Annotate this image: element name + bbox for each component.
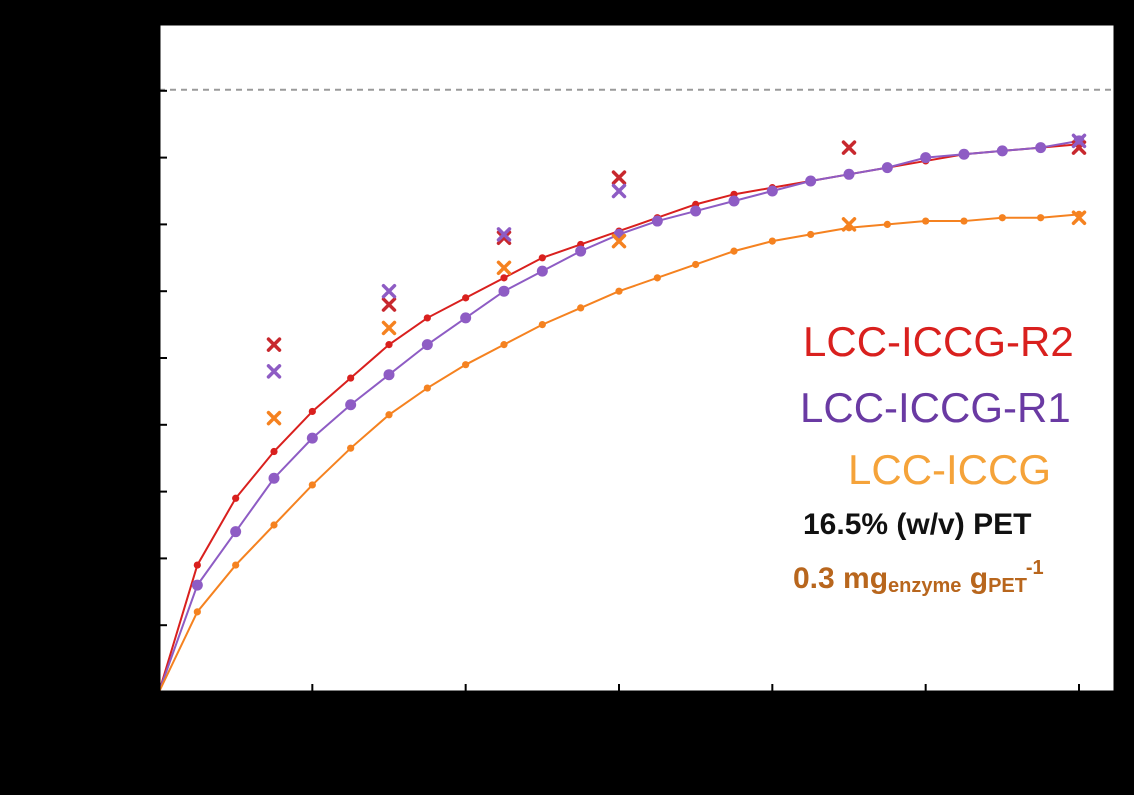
pet-loading-label: 16.5% (w/v) PET <box>803 508 1032 541</box>
data-point <box>690 205 702 217</box>
data-point <box>730 247 738 255</box>
x-tick-label: 12 <box>597 701 642 745</box>
data-point <box>960 217 968 225</box>
data-point <box>270 447 278 456</box>
data-point <box>575 245 587 257</box>
data-point <box>768 237 776 245</box>
data-point <box>692 260 700 269</box>
cross-point <box>1071 210 1087 225</box>
series-lcc-iccg-r1-large-dot-line <box>158 135 1085 693</box>
data-point <box>807 230 815 239</box>
data-point <box>268 472 280 484</box>
data-point <box>347 444 355 452</box>
data-point <box>193 561 201 569</box>
cross-point <box>496 260 512 276</box>
cross-point <box>496 227 512 242</box>
data-point <box>308 481 316 489</box>
cross-point <box>841 217 857 232</box>
data-point <box>462 294 470 302</box>
x-tick-label: 0 <box>148 701 170 745</box>
data-point <box>1037 214 1045 222</box>
data-point <box>230 526 242 538</box>
plot-area <box>159 24 1115 692</box>
data-point <box>232 561 240 569</box>
cross-point <box>611 183 627 199</box>
data-point <box>1035 142 1047 154</box>
data-point <box>191 579 203 591</box>
legend-lcc-iccg-r2: LCC-ICCG-R2 <box>803 318 1074 365</box>
cross-point <box>841 140 857 155</box>
plot-frame <box>157 22 1117 694</box>
cross-point <box>1071 133 1087 149</box>
series-lcc-iccg-small-dot-line <box>158 210 1083 693</box>
cross-point <box>611 233 627 249</box>
data-point <box>347 374 355 382</box>
data-point <box>308 407 316 416</box>
data-point <box>766 185 778 197</box>
cross-point <box>266 364 282 379</box>
series-lcc-iccg-r1-cross <box>266 133 1087 379</box>
x-tick-label: 8 <box>455 701 477 745</box>
series-lcc-iccg-cross <box>266 210 1087 426</box>
data-point <box>536 265 548 277</box>
data-point <box>998 214 1006 222</box>
data-point <box>270 521 278 529</box>
cross-point <box>381 297 397 312</box>
data-point <box>385 341 393 349</box>
data-point <box>193 608 201 616</box>
data-point <box>996 145 1008 157</box>
data-point <box>462 361 470 369</box>
data-point <box>423 314 431 322</box>
cross-point <box>266 410 282 426</box>
data-point <box>306 432 318 444</box>
data-point <box>922 217 930 225</box>
enzyme-loading-label: 0.3 mgenzyme gPET-1 <box>793 557 1044 597</box>
data-point <box>728 195 740 207</box>
legend-lcc-iccg: LCC-ICCG <box>848 446 1052 493</box>
cross-point <box>381 320 397 336</box>
data-point <box>958 148 970 160</box>
data-point <box>653 274 661 282</box>
data-point <box>421 339 433 351</box>
data-point <box>460 312 472 324</box>
data-point <box>615 287 623 295</box>
cross-point <box>381 283 397 299</box>
data-point <box>232 494 240 502</box>
data-point <box>805 175 817 187</box>
data-point <box>843 168 855 180</box>
x-tick-label: 20 <box>903 701 948 745</box>
data-point <box>383 369 395 381</box>
cross-point <box>611 170 627 185</box>
x-tick-label: 16 <box>750 701 795 745</box>
data-point <box>538 321 546 329</box>
data-point <box>651 215 663 227</box>
data-point <box>920 152 932 164</box>
data-point <box>577 304 585 312</box>
data-point <box>385 411 393 419</box>
data-point <box>881 162 893 174</box>
data-point <box>538 254 546 262</box>
data-point <box>498 285 510 297</box>
x-tick-label: 4 <box>301 701 324 745</box>
x-tick-label: 24 <box>1057 701 1102 745</box>
data-point <box>345 399 357 411</box>
cross-point <box>266 337 282 352</box>
data-point <box>883 220 891 228</box>
series-lcc-iccg-r2-cross <box>266 140 1087 352</box>
cross-point <box>496 230 512 246</box>
data-point <box>500 341 508 349</box>
data-point <box>423 384 431 392</box>
data-point <box>500 274 508 282</box>
legend-lcc-iccg-r1: LCC-ICCG-R1 <box>800 384 1071 431</box>
